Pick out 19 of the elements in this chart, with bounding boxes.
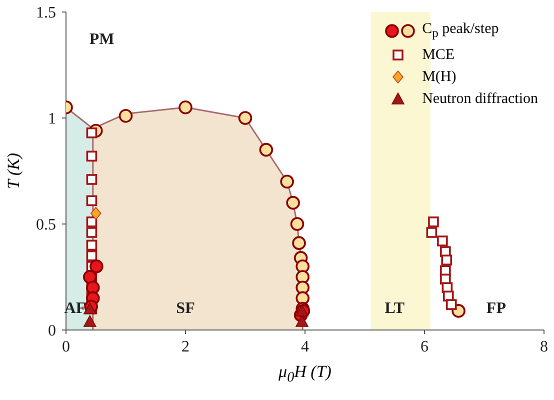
x-tick-label: 0 [62, 338, 70, 356]
annotation: LT [384, 300, 405, 318]
annotation: PM [89, 30, 114, 49]
y-tick-label: 1.5 [36, 4, 56, 22]
x-tick-label: 2 [182, 338, 190, 356]
x-axis-title: μ$_{0}$H (T) [278, 362, 332, 386]
legend-label: Neutron diffraction [422, 90, 538, 109]
annotation: SF [176, 300, 195, 318]
x-tick-label: 8 [540, 338, 548, 356]
x-tick-label: 4 [301, 338, 309, 356]
legend-label: MCE [422, 46, 455, 65]
y-tick-label: 0 [48, 322, 56, 340]
legend-label: C$_{p}$ peak/step [422, 20, 499, 42]
x-tick-label: 6 [420, 338, 428, 356]
y-tick-label: 0.5 [36, 216, 56, 234]
annotation: FP [486, 300, 506, 318]
y-axis-title: T (K) [4, 152, 24, 190]
legend-label: M(H) [422, 68, 456, 87]
y-tick-label: 1 [48, 110, 56, 128]
